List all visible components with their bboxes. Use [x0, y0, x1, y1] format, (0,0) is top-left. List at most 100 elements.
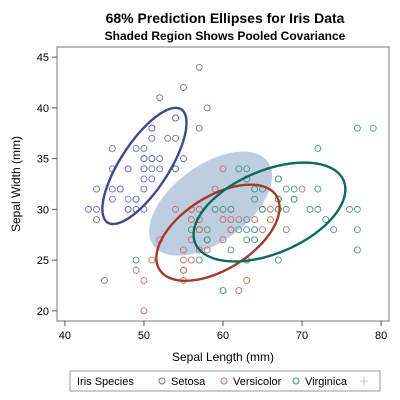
point-virginica	[314, 205, 322, 213]
point-versicolor	[180, 256, 187, 264]
point-setosa	[93, 216, 100, 223]
point-setosa	[108, 145, 116, 152]
legend-item-virginica: Virginica	[292, 376, 348, 388]
legend-box	[69, 370, 381, 392]
point-virginica	[219, 205, 227, 213]
point-setosa	[124, 205, 132, 213]
point-setosa	[172, 114, 180, 122]
point-versicolor	[251, 216, 259, 223]
point-setosa	[180, 84, 187, 92]
point-versicolor	[282, 226, 290, 234]
chart-subtitle: Shaded Region Shows Pooled Covariance	[105, 29, 346, 43]
point-setosa	[172, 134, 180, 142]
point-virginica	[203, 226, 211, 234]
point-setosa	[108, 185, 116, 193]
point-setosa	[93, 205, 100, 213]
point-setosa	[108, 195, 116, 203]
point-versicolor	[266, 216, 274, 223]
point-versicolor	[219, 165, 227, 173]
y-tick-label: 45	[37, 52, 49, 64]
point-versicolor	[140, 307, 148, 315]
x-tick-label: 70	[296, 330, 308, 342]
point-versicolor	[235, 216, 243, 223]
point-setosa	[132, 195, 140, 203]
point-virginica	[290, 195, 298, 203]
point-virginica	[330, 226, 338, 234]
point-setosa	[100, 276, 108, 284]
point-virginica	[243, 236, 251, 244]
point-virginica	[314, 145, 322, 152]
point-virginica	[353, 246, 361, 254]
point-virginica	[227, 205, 235, 213]
point-setosa	[195, 124, 203, 132]
point-setosa	[156, 155, 164, 163]
legend-marker-versicolor	[220, 377, 228, 385]
point-setosa	[148, 155, 156, 163]
point-virginica	[251, 226, 259, 234]
point-setosa	[124, 195, 132, 203]
y-tick-label: 30	[37, 204, 49, 216]
point-versicolor	[180, 266, 187, 274]
point-virginica	[259, 205, 266, 213]
legend-item-versicolor: Versicolor	[220, 376, 282, 388]
x-tick-label: 40	[59, 330, 71, 342]
y-tick-label: 40	[37, 103, 49, 115]
point-setosa	[172, 165, 180, 173]
x-tick-label: 80	[375, 330, 387, 342]
x-tick-label: 50	[138, 330, 150, 342]
prediction-ellipses	[101, 106, 347, 282]
point-versicolor	[195, 226, 203, 234]
point-virginica	[227, 246, 235, 254]
point-versicolor	[266, 205, 274, 213]
point-versicolor	[140, 276, 148, 284]
point-setosa	[148, 165, 156, 173]
legend-label-versicolor: Versicolor	[233, 376, 282, 388]
point-setosa	[124, 165, 132, 173]
point-virginica	[282, 185, 290, 193]
point-setosa	[203, 104, 211, 112]
point-virginica	[251, 236, 259, 244]
point-virginica	[353, 226, 361, 234]
point-versicolor	[195, 205, 203, 213]
x-tick-label: 60	[217, 330, 229, 342]
point-virginica	[243, 165, 251, 173]
point-virginica	[306, 205, 314, 213]
point-virginica	[219, 287, 227, 295]
point-setosa	[148, 124, 156, 132]
legend-label-virginica: Virginica	[305, 376, 348, 388]
point-setosa	[140, 145, 148, 152]
legend-marker-pooled	[360, 377, 368, 385]
legend-label-setosa: Setosa	[171, 376, 206, 388]
point-setosa	[148, 134, 156, 142]
point-setosa	[140, 165, 148, 173]
point-virginica	[132, 256, 140, 264]
ellipse-virginica	[192, 161, 347, 263]
point-virginica	[353, 205, 361, 213]
point-versicolor	[132, 266, 140, 274]
point-setosa	[156, 165, 164, 173]
y-tick-label: 35	[37, 154, 49, 166]
point-virginica	[243, 216, 251, 223]
point-setosa	[164, 134, 172, 142]
legend-item-setosa: Setosa	[158, 376, 206, 388]
ellipse-versicolor	[155, 183, 281, 282]
point-versicolor	[195, 246, 203, 254]
point-setosa	[180, 155, 187, 163]
point-virginica	[235, 165, 243, 173]
point-virginica	[195, 256, 203, 264]
point-versicolor	[219, 236, 227, 244]
point-versicolor	[219, 216, 227, 223]
y-axis-label: Sepal Width (mm)	[9, 136, 23, 232]
legend-marker-setosa	[158, 377, 166, 385]
y-tick-label: 25	[37, 255, 49, 267]
x-axis-label: Sepal Length (mm)	[172, 350, 274, 364]
y-tick-label: 20	[37, 306, 49, 318]
point-versicolor	[243, 276, 251, 284]
point-versicolor	[235, 287, 243, 295]
point-versicolor	[172, 205, 180, 213]
point-virginica	[211, 205, 219, 213]
point-versicolor	[187, 256, 195, 264]
ellipse-setosa	[101, 106, 188, 226]
point-virginica	[322, 216, 330, 223]
